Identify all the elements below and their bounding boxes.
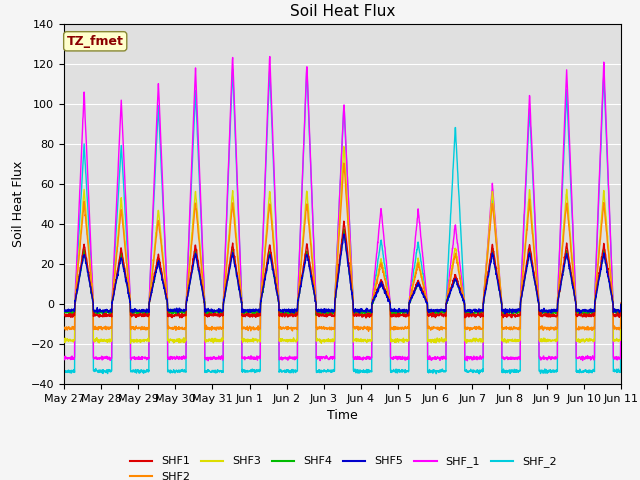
Line: SHF4: SHF4 xyxy=(64,229,621,315)
SHF_2 xyxy=(229,66,237,72)
SHF1 xyxy=(216,314,223,320)
SHF_2 xyxy=(617,301,625,307)
SHF4 xyxy=(216,308,223,313)
SHF2 xyxy=(359,325,367,331)
SHF2 xyxy=(584,325,591,331)
SHF3 xyxy=(505,337,513,343)
SHF_2 xyxy=(216,369,223,374)
SHF5 xyxy=(505,308,513,314)
Line: SHF_2: SHF_2 xyxy=(64,69,621,374)
SHF1 xyxy=(505,312,513,318)
Text: TZ_fmet: TZ_fmet xyxy=(67,35,124,48)
SHF4 xyxy=(60,309,68,314)
SHF1 xyxy=(359,313,367,319)
SHF4 xyxy=(617,302,625,308)
SHF5 xyxy=(501,311,509,317)
SHF5 xyxy=(617,301,625,307)
SHF5 xyxy=(340,231,348,237)
SHF4 xyxy=(340,226,348,232)
SHF_2 xyxy=(359,368,367,374)
SHF4 xyxy=(359,307,367,313)
SHF_2 xyxy=(505,368,513,374)
SHF5 xyxy=(216,307,223,313)
SHF3 xyxy=(568,253,576,259)
SHF3 xyxy=(617,301,625,307)
SHF3 xyxy=(359,338,367,344)
SHF4 xyxy=(371,293,379,299)
SHF2 xyxy=(617,300,625,306)
SHF4 xyxy=(312,312,320,318)
SHF1 xyxy=(617,302,625,308)
SHF3 xyxy=(371,285,379,290)
SHF_2 xyxy=(568,211,576,216)
SHF_1 xyxy=(617,300,625,306)
Legend: SHF1, SHF2, SHF3, SHF4, SHF5, SHF_1, SHF_2: SHF1, SHF2, SHF3, SHF4, SHF5, SHF_1, SHF… xyxy=(125,452,561,480)
SHF_1 xyxy=(266,54,274,60)
SHF5 xyxy=(359,308,367,313)
SHF_1 xyxy=(568,204,576,209)
SHF1 xyxy=(340,218,348,224)
SHF3 xyxy=(216,337,223,343)
SHF3 xyxy=(317,340,325,346)
SHF1 xyxy=(362,315,370,321)
SHF_1 xyxy=(60,355,68,361)
SHF2 xyxy=(365,328,372,334)
SHF1 xyxy=(60,311,68,316)
SHF_1 xyxy=(584,353,591,359)
SHF_1 xyxy=(371,268,379,274)
Title: Soil Heat Flux: Soil Heat Flux xyxy=(290,4,395,19)
SHF1 xyxy=(371,293,379,299)
SHF_2 xyxy=(60,369,68,374)
SHF_2 xyxy=(584,369,591,375)
SHF_1 xyxy=(505,355,513,360)
SHF4 xyxy=(505,309,513,314)
SHF_1 xyxy=(359,355,367,361)
SHF1 xyxy=(568,275,576,280)
Line: SHF2: SHF2 xyxy=(64,163,621,331)
SHF3 xyxy=(340,144,348,149)
SHF4 xyxy=(568,278,576,284)
SHF5 xyxy=(60,308,68,314)
Line: SHF3: SHF3 xyxy=(64,146,621,343)
SHF5 xyxy=(568,280,576,286)
SHF2 xyxy=(505,325,513,331)
SHF_2 xyxy=(476,371,483,377)
SHF_1 xyxy=(216,355,223,361)
SHF_1 xyxy=(204,358,212,364)
SHF_2 xyxy=(371,280,379,286)
SHF4 xyxy=(584,310,591,316)
SHF2 xyxy=(340,160,348,166)
SHF2 xyxy=(371,288,379,293)
Y-axis label: Soil Heat Flux: Soil Heat Flux xyxy=(12,161,25,247)
SHF2 xyxy=(60,324,68,330)
X-axis label: Time: Time xyxy=(327,409,358,422)
SHF1 xyxy=(584,312,591,318)
SHF3 xyxy=(60,338,68,344)
Line: SHF_1: SHF_1 xyxy=(64,57,621,361)
SHF3 xyxy=(584,337,591,343)
SHF2 xyxy=(216,325,223,331)
SHF5 xyxy=(584,307,591,313)
Line: SHF5: SHF5 xyxy=(64,234,621,314)
SHF2 xyxy=(568,261,576,266)
SHF5 xyxy=(371,295,379,301)
Line: SHF1: SHF1 xyxy=(64,221,621,318)
